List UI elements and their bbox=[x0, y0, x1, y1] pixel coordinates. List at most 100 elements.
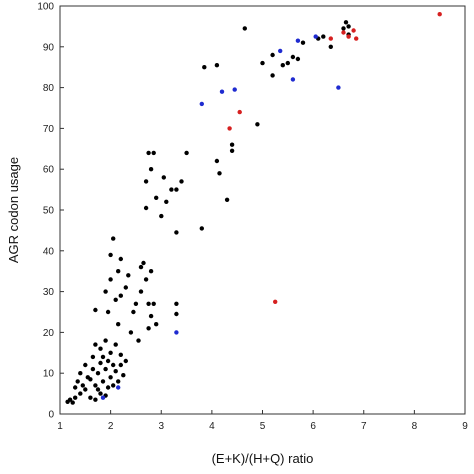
x-tick-label: 7 bbox=[361, 421, 367, 432]
data-point bbox=[100, 354, 106, 360]
data-point bbox=[148, 313, 154, 319]
data-point bbox=[143, 205, 149, 211]
data-point bbox=[73, 385, 78, 390]
x-tick-label: 9 bbox=[462, 421, 468, 432]
data-point bbox=[341, 30, 346, 35]
data-point bbox=[242, 26, 247, 31]
data-point bbox=[199, 101, 204, 107]
data-point bbox=[105, 309, 111, 315]
data-point bbox=[108, 277, 113, 282]
data-point bbox=[90, 354, 96, 360]
data-point bbox=[217, 171, 222, 176]
data-point bbox=[138, 289, 144, 294]
data-point bbox=[237, 109, 242, 115]
data-point bbox=[300, 40, 306, 45]
data-point bbox=[351, 28, 356, 33]
y-axis-title: AGR codon usage bbox=[6, 157, 21, 263]
data-point bbox=[113, 297, 118, 302]
data-point bbox=[116, 385, 121, 390]
data-point bbox=[146, 301, 151, 306]
data-point bbox=[70, 400, 75, 405]
data-point bbox=[90, 366, 96, 372]
data-point bbox=[108, 350, 113, 355]
data-point bbox=[214, 62, 220, 68]
data-point bbox=[116, 322, 121, 327]
data-point bbox=[346, 34, 351, 39]
data-point bbox=[118, 362, 124, 368]
data-point bbox=[346, 24, 351, 29]
data-point bbox=[123, 358, 128, 364]
y-tick-label: 60 bbox=[43, 165, 55, 176]
data-point bbox=[93, 307, 98, 313]
data-point bbox=[100, 379, 106, 384]
data-point bbox=[146, 326, 151, 331]
data-point bbox=[154, 322, 159, 327]
data-point bbox=[75, 379, 80, 384]
data-point bbox=[321, 34, 326, 39]
data-point bbox=[174, 330, 179, 335]
data-point bbox=[278, 48, 283, 54]
x-tick-label: 5 bbox=[260, 421, 266, 432]
x-tick-label: 3 bbox=[158, 421, 164, 432]
data-point bbox=[229, 148, 235, 153]
data-point bbox=[123, 285, 128, 290]
data-point bbox=[313, 34, 318, 39]
data-point bbox=[98, 391, 103, 396]
data-point bbox=[174, 230, 179, 235]
y-tick-label: 20 bbox=[43, 328, 55, 339]
data-point bbox=[111, 383, 116, 388]
data-point bbox=[80, 383, 86, 388]
data-point bbox=[111, 236, 116, 241]
data-point bbox=[260, 60, 265, 66]
x-axis-title: (E+K)/(H+Q) ratio bbox=[212, 451, 314, 466]
data-point bbox=[93, 342, 98, 347]
x-tick-label: 4 bbox=[209, 421, 215, 432]
data-point bbox=[255, 122, 260, 127]
data-point bbox=[219, 89, 225, 94]
data-point bbox=[103, 289, 108, 294]
data-point bbox=[151, 301, 156, 306]
y-axis: 0 10 20 30 40 50 60 70 80 90 100 bbox=[37, 2, 64, 421]
data-point bbox=[290, 54, 296, 60]
data-point bbox=[138, 264, 144, 270]
data-point bbox=[179, 179, 184, 184]
data-point bbox=[174, 301, 179, 306]
data-point bbox=[143, 277, 149, 282]
x-tick-label: 2 bbox=[108, 421, 114, 432]
y-tick-label: 100 bbox=[37, 2, 54, 13]
data-point bbox=[141, 260, 146, 266]
data-point bbox=[270, 52, 275, 58]
data-point bbox=[280, 62, 285, 68]
data-point bbox=[118, 256, 124, 262]
data-point bbox=[98, 346, 103, 351]
data-point bbox=[116, 269, 121, 274]
data-point bbox=[148, 167, 154, 172]
x-tick-label: 1 bbox=[57, 421, 63, 432]
data-point bbox=[118, 352, 124, 357]
data-point bbox=[224, 197, 230, 202]
data-point bbox=[108, 375, 113, 380]
data-point bbox=[128, 330, 134, 335]
data-point bbox=[105, 385, 111, 390]
data-point bbox=[328, 36, 333, 41]
x-axis: 1 2 3 4 5 6 7 8 9 bbox=[57, 410, 468, 432]
data-point bbox=[159, 213, 164, 219]
data-point bbox=[146, 150, 151, 156]
data-point bbox=[108, 252, 113, 258]
data-point bbox=[343, 20, 349, 25]
data-point bbox=[83, 362, 88, 368]
data-point bbox=[105, 358, 111, 364]
data-point bbox=[161, 175, 166, 180]
data-point bbox=[95, 387, 101, 392]
data-point bbox=[151, 150, 156, 156]
data-point bbox=[83, 387, 88, 392]
data-point bbox=[202, 65, 207, 70]
data-point bbox=[227, 126, 232, 131]
data-point bbox=[154, 195, 159, 200]
data-point bbox=[78, 391, 83, 396]
data-point bbox=[336, 85, 341, 90]
data-point bbox=[118, 293, 124, 298]
data-point bbox=[354, 36, 359, 41]
data-point bbox=[214, 158, 220, 164]
